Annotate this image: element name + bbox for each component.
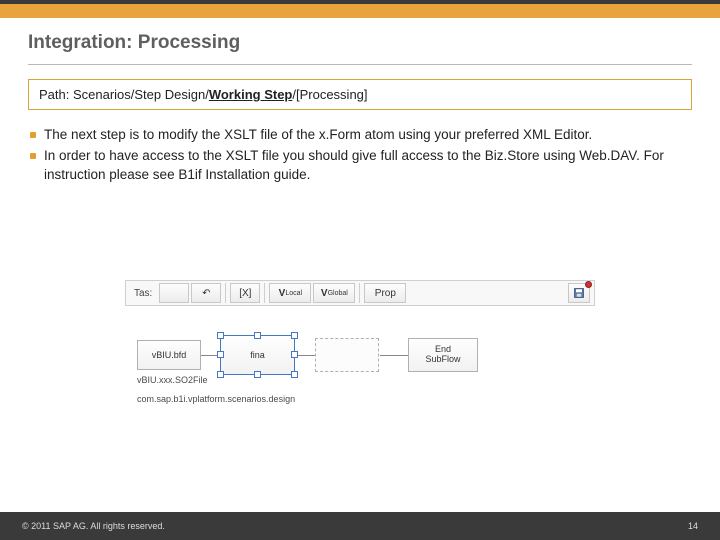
bullet-text: The next step is to modify the XSLT file…: [44, 127, 592, 142]
node-end[interactable]: End SubFlow: [408, 338, 478, 372]
header-accent-bar: [0, 0, 720, 18]
path-box: Path: Scenarios/Step Design/Working Step…: [28, 79, 692, 110]
undo-icon: ↶: [202, 288, 210, 299]
resize-handle[interactable]: [254, 332, 261, 339]
connector: [380, 355, 408, 356]
toolbar-vlocal-button[interactable]: VLocal: [269, 283, 311, 303]
path-pre: Scenarios/Step Design/: [73, 87, 209, 102]
path-post: /[Processing]: [292, 87, 367, 102]
prop-label: Prop: [375, 288, 396, 299]
node-label: fina: [250, 350, 265, 360]
node-vbiu[interactable]: vBIU.bfd: [137, 340, 201, 370]
toolbar-separator: [225, 283, 226, 303]
diagram-caption: com.sap.b1i.vplatform.scenarios.design: [137, 394, 295, 404]
resize-handle[interactable]: [291, 351, 298, 358]
path-bold: Working Step: [209, 87, 293, 102]
diagram-area: Tas: ↶ [X] VLocal VGlobal Prop vBIU.bfd …: [125, 280, 595, 450]
v-label: V: [279, 288, 286, 299]
unsaved-indicator-icon: [585, 281, 592, 288]
diagram-toolbar: Tas: ↶ [X] VLocal VGlobal Prop: [125, 280, 595, 306]
bullet-item: In order to have access to the XSLT file…: [28, 147, 692, 185]
save-icon: [573, 287, 585, 299]
resize-handle[interactable]: [291, 371, 298, 378]
toolbar-label: Tas:: [126, 288, 158, 299]
resize-handle[interactable]: [217, 351, 224, 358]
toolbar-undo-button[interactable]: ↶: [191, 283, 221, 303]
title-divider: [28, 64, 692, 65]
toolbar-save-button[interactable]: [568, 283, 590, 303]
bullet-item: The next step is to modify the XSLT file…: [28, 126, 692, 145]
toolbar-prop-button[interactable]: Prop: [364, 283, 406, 303]
toolbar-separator: [359, 283, 360, 303]
toolbar-x-button[interactable]: [X]: [230, 283, 260, 303]
connector: [295, 355, 315, 356]
v-label: V: [321, 288, 328, 299]
footer-bar: © 2011 SAP AG. All rights reserved. 14: [0, 512, 720, 540]
toolbar-vglobal-button[interactable]: VGlobal: [313, 283, 355, 303]
node-label: SubFlow: [425, 355, 460, 365]
bullet-text: In order to have access to the XSLT file…: [44, 148, 664, 182]
resize-handle[interactable]: [291, 332, 298, 339]
footer-page-number: 14: [688, 521, 698, 531]
v-sub: Global: [328, 290, 348, 297]
resize-handle[interactable]: [217, 332, 224, 339]
slide-title: Integration: Processing: [0, 18, 720, 64]
toolbar-blank-button[interactable]: [159, 283, 189, 303]
resize-handle[interactable]: [217, 371, 224, 378]
node-caption: vBIU.xxx.SO2File: [137, 375, 208, 385]
footer-copyright: © 2011 SAP AG. All rights reserved.: [22, 521, 165, 531]
resize-handle[interactable]: [254, 371, 261, 378]
bullet-list: The next step is to modify the XSLT file…: [0, 126, 720, 185]
node-label: vBIU.bfd: [152, 350, 187, 360]
v-sub: Local: [285, 290, 302, 297]
node-placeholder[interactable]: [315, 338, 379, 372]
path-label: Path:: [39, 87, 73, 102]
x-icon: [X]: [239, 288, 251, 299]
toolbar-separator: [264, 283, 265, 303]
node-fina[interactable]: fina: [220, 335, 295, 375]
